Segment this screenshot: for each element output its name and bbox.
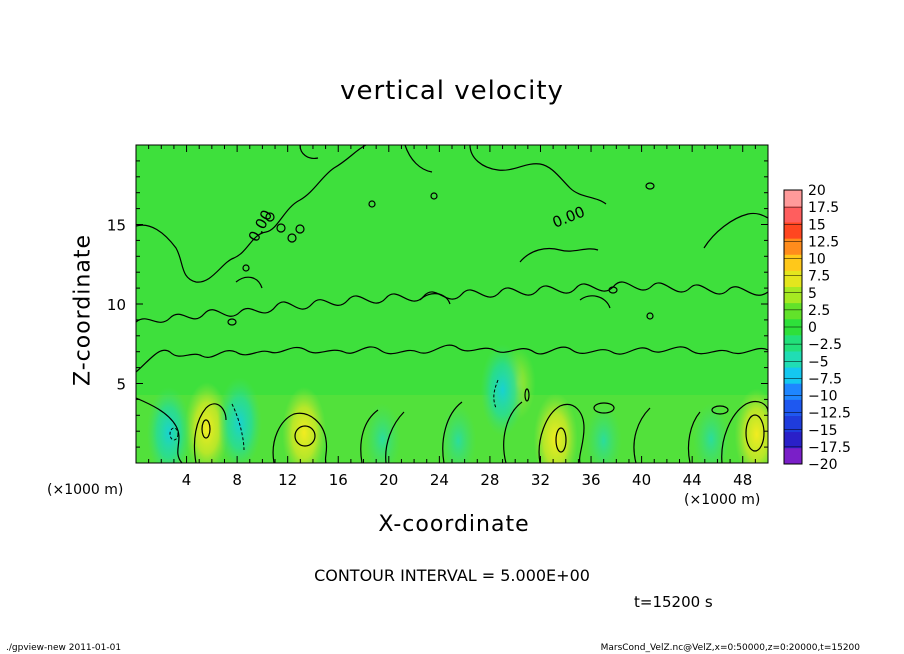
colorbar-label: −17.5 (808, 440, 851, 456)
colorbar-swatch (784, 447, 802, 465)
colorbar-label: 20 (808, 183, 826, 199)
y-axis-label: Z-coordinate (70, 234, 96, 386)
colorbar-label: −10 (808, 389, 838, 405)
dashed-contours (169, 379, 499, 451)
colorbar-label: −2.5 (808, 337, 842, 353)
colorbar-label: 17.5 (808, 200, 839, 216)
x-tick-label: 20 (379, 471, 398, 489)
x-tick-label: 40 (632, 471, 651, 489)
colorbar-swatch (784, 206, 802, 223)
colorbar-swatch (784, 335, 802, 352)
x-tick-label: 12 (278, 471, 297, 489)
x-tick-label: 32 (531, 471, 550, 489)
x-tick-label: 48 (733, 471, 752, 489)
x-tick-label: 24 (430, 471, 449, 489)
chart-title: vertical velocity (340, 76, 564, 106)
colorbar-swatch (784, 431, 802, 449)
footer-right: MarsCond_VelZ.nc@VelZ,x=0:50000,z=0:2000… (600, 643, 860, 653)
colorbar-label: 10 (808, 252, 826, 268)
colorbar-label: 0 (808, 320, 817, 336)
downdraft-10 (585, 404, 622, 463)
downdraft-8 (364, 403, 401, 463)
y-tick-label: 5 (116, 376, 126, 394)
x-tick-label: 16 (329, 471, 348, 489)
colorbar-swatch (784, 415, 802, 433)
downdraft-6 (480, 343, 525, 436)
contour-lines (136, 145, 768, 463)
updraft-1 (282, 386, 327, 463)
colorbar-label: 12.5 (808, 234, 839, 250)
x-tick-label: 28 (480, 471, 499, 489)
x-axis-unit-left: (×1000 m) (47, 482, 124, 498)
x-axis-label: X-coordinate (0, 512, 904, 537)
footer-left: ./gpview-new 2011-01-01 (6, 643, 122, 653)
x-tick-label: 8 (232, 471, 242, 489)
colorbar-swatch (784, 190, 802, 207)
time-stamp: t=15200 s (634, 593, 713, 611)
downdraft-11 (693, 403, 730, 463)
contour-interval: CONTOUR INTERVAL = 5.000E+00 (0, 566, 904, 585)
downdraft-9 (440, 404, 477, 463)
colorbar-label: 2.5 (808, 303, 830, 319)
colorbar-label: −7.5 (808, 371, 842, 387)
colorbar-swatch (784, 351, 802, 368)
colorbar-label: 7.5 (808, 269, 830, 285)
contour-interval-text: CONTOUR INTERVAL = 5.000E+00 (314, 566, 590, 585)
downdraft-7 (146, 386, 191, 463)
downdraft-5 (217, 377, 262, 463)
colorbar-label: 15 (808, 217, 826, 233)
colorbar-swatch (784, 254, 802, 271)
colorbar-label: −12.5 (808, 406, 851, 422)
colorbar-swatch (784, 238, 802, 255)
colorbar-label: −15 (808, 423, 838, 439)
colorbar-label: −20 (808, 457, 838, 473)
colorbar-swatch (784, 367, 802, 384)
field-features (146, 343, 768, 463)
colorbar-label: 5 (808, 286, 817, 302)
colorbar-swatch (784, 399, 802, 416)
x-tick-label: 44 (683, 471, 702, 489)
colorbar-swatch (784, 270, 802, 288)
updraft-2 (533, 393, 578, 463)
x-tick-label: 4 (182, 471, 192, 489)
x-axis-unit-right: (×1000 m) (684, 492, 761, 508)
colorbar-swatch (784, 222, 802, 239)
x-axis-label-text: X-coordinate (378, 512, 530, 537)
colorbar-label: −5 (808, 354, 829, 370)
colorbar-swatch (784, 302, 802, 320)
updraft-3 (734, 388, 768, 463)
y-tick-label: 10 (107, 296, 126, 314)
y-tick-label: 15 (107, 217, 126, 235)
updraft-0 (184, 382, 229, 463)
x-tick-label: 36 (581, 471, 600, 489)
colorbar-swatch (784, 383, 802, 400)
colorbar-swatch (784, 286, 802, 304)
